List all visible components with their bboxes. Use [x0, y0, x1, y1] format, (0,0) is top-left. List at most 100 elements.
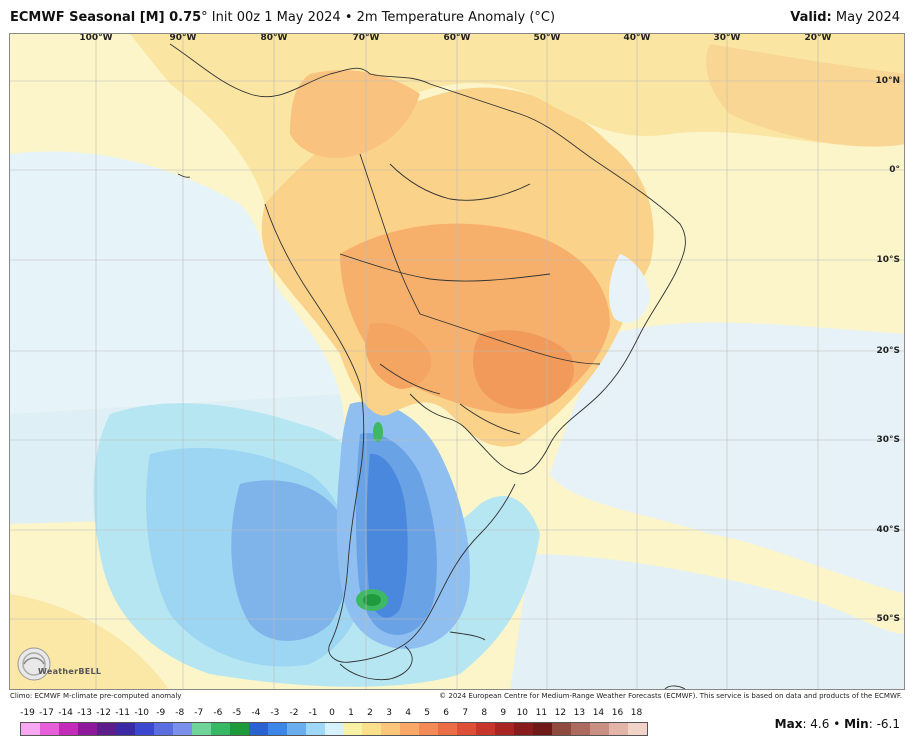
min-value: -6.1 [876, 717, 900, 731]
colorbar-swatch [39, 723, 59, 735]
colorbar-swatch [533, 723, 553, 735]
colorbar-tick-label: 16 [611, 708, 624, 718]
colorbar-tick-label: -3 [270, 708, 280, 718]
lat-label: 40°S [876, 525, 900, 535]
colorbar-tick-label: 1 [348, 708, 354, 718]
colorbar-tick-label: 5 [424, 708, 431, 718]
lon-label: 80°W [260, 33, 288, 43]
anomaly-map[interactable]: 100°W 90°W 80°W 70°W 60°W 50°W 40°W 30°W… [9, 33, 905, 690]
title-model: ECMWF Seasonal [M] 0.75 [10, 10, 202, 25]
lat-label: 30°S [876, 435, 900, 445]
valid-label: Valid: [790, 10, 832, 25]
colorbar-swatch [267, 723, 287, 735]
logo-icon [17, 647, 51, 681]
colorbar-swatch [381, 723, 401, 735]
colorbar-tick-label: 4 [405, 708, 411, 718]
lat-label: 10°N [875, 76, 900, 86]
lon-label: 20°W [804, 33, 832, 43]
colorbar-swatch [400, 723, 420, 735]
title-detail: ° Init 00z 1 May 2024 • 2m Temperature A… [201, 10, 556, 25]
colorbar-tick-label: 6 [443, 708, 450, 718]
colorbar-tick-label: -2 [289, 708, 299, 718]
colorbar-tick-label: -8 [175, 708, 185, 718]
colorbar-swatch [552, 723, 572, 735]
lat-label: 20°S [876, 346, 900, 356]
colorbar-swatch [343, 723, 363, 735]
colorbar-swatch [115, 723, 135, 735]
colorbar-tick-label: -14 [58, 708, 73, 718]
colorbar-swatch [590, 723, 610, 735]
colorbar [20, 722, 648, 736]
colorbar-tick-label: -6 [213, 708, 223, 718]
max-min-readout: Max: 4.6 • Min: -6.1 [774, 717, 900, 731]
colorbar-swatch [476, 723, 496, 735]
colorbar-tick-label: -9 [156, 708, 166, 718]
max-value: 4.6 [810, 717, 830, 731]
colorbar-tick-label: 13 [573, 708, 586, 718]
logo-text: WeatherBELL [38, 667, 102, 676]
max-label: Max [774, 717, 803, 731]
colorbar-tick-label: 9 [500, 708, 507, 718]
colorbar-tick-label: -1 [308, 708, 318, 718]
colorbar-swatch [191, 723, 211, 735]
colorbar-swatch [609, 723, 628, 735]
colorbar-tick-label: 3 [386, 708, 392, 718]
colorbar-tick-label: -5 [232, 708, 242, 718]
colorbar-swatch [495, 723, 515, 735]
colorbar-swatch [77, 723, 97, 735]
lon-label: 100°W [79, 33, 113, 43]
colorbar-tick-label: 0 [329, 708, 335, 718]
colorbar-tick-label: -10 [134, 708, 150, 718]
colorbar-swatch [229, 723, 249, 735]
colorbar-swatch [58, 723, 78, 735]
colorbar-tick-label: 8 [481, 708, 488, 718]
colorbar-tick-label: -19 [20, 708, 35, 718]
colorbar-swatch [571, 723, 591, 735]
colorbar-tick-label: -4 [251, 708, 261, 718]
valid-date: Valid: May 2024 [790, 10, 900, 25]
colorbar-tick-label: 14 [592, 708, 605, 718]
colorbar-tick-label: -7 [194, 708, 204, 718]
colorbar-tick-label: -11 [115, 708, 131, 718]
lon-label: 50°W [533, 33, 561, 43]
colorbar-tick-label: -12 [96, 708, 111, 718]
colorbar-tick-label: 7 [462, 708, 469, 718]
colorbar-swatch [628, 723, 647, 735]
colorbar-swatch [438, 723, 458, 735]
colorbar-swatch [305, 723, 325, 735]
colorbar-swatch [21, 723, 40, 735]
lon-label: 90°W [169, 33, 197, 43]
colorbar-tick-label: 12 [554, 708, 567, 718]
map-canvas [10, 34, 904, 689]
lon-label: 60°W [443, 33, 471, 43]
header: ECMWF Seasonal [M] 0.75° Init 00z 1 May … [0, 0, 914, 30]
colorbar-swatch [324, 723, 344, 735]
colorbar-tick-label: 18 [630, 708, 643, 718]
colorbar-tick-label: 2 [367, 708, 373, 718]
colorbar-swatch [286, 723, 306, 735]
colorbar-swatch [96, 723, 116, 735]
colorbar-tick-label: -17 [39, 708, 54, 718]
lon-label: 70°W [352, 33, 380, 43]
colorbar-tick-label: 11 [535, 708, 548, 718]
weatherbell-logo: WeatherBELL [16, 644, 101, 684]
map-title: ECMWF Seasonal [M] 0.75° Init 00z 1 May … [10, 10, 555, 25]
min-label: Min [844, 717, 869, 731]
lon-label: 30°W [713, 33, 741, 43]
lat-label: 50°S [876, 614, 900, 624]
lat-label: 10°S [876, 255, 900, 265]
climo-note: Climo: ECMWF M-climate pre-computed anom… [10, 692, 182, 700]
colorbar-swatch [362, 723, 382, 735]
lat-label: 0° [889, 165, 900, 175]
colorbar-swatch [134, 723, 154, 735]
valid-value: May 2024 [835, 10, 900, 25]
lon-label: 40°W [623, 33, 651, 43]
colorbar-swatch [210, 723, 230, 735]
colorbar-swatch [248, 723, 268, 735]
colorbar-swatch [172, 723, 192, 735]
colorbar-swatch [153, 723, 173, 735]
colorbar-swatch [419, 723, 439, 735]
colorbar-swatch [457, 723, 477, 735]
colorbar-swatch [514, 723, 534, 735]
colorbar-tick-label: 10 [516, 708, 529, 718]
